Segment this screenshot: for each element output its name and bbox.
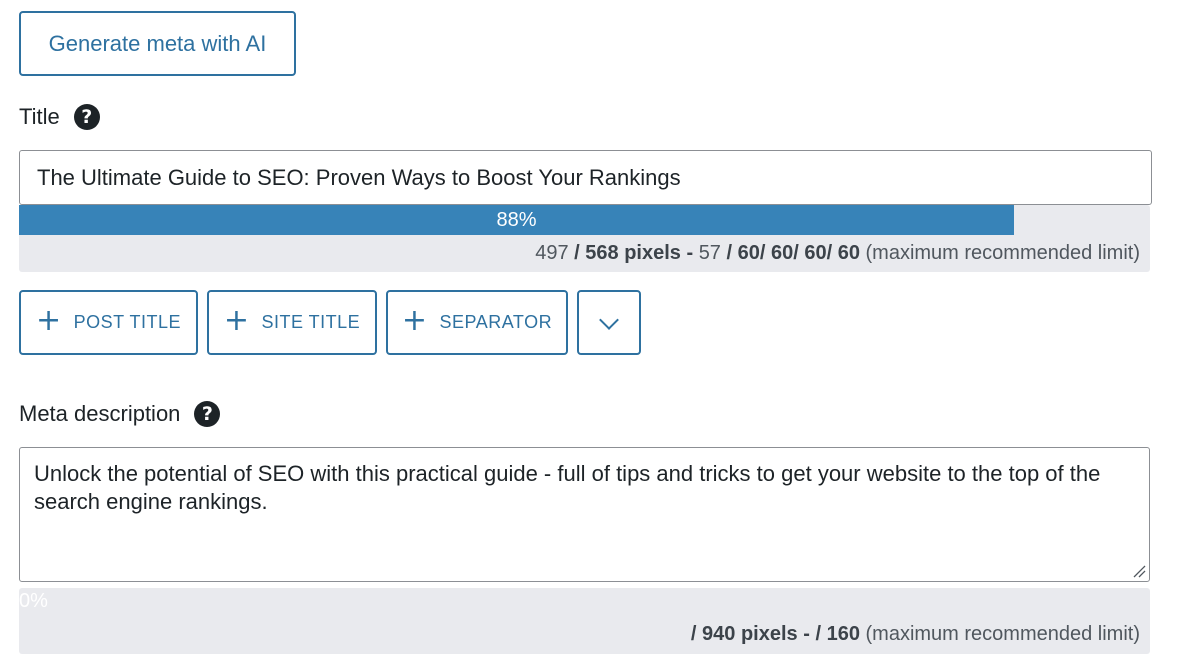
plus-icon: + (35, 303, 62, 338)
add-post-title-button[interactable]: + POST TITLE (19, 290, 198, 355)
more-tags-button[interactable] (577, 290, 641, 355)
add-site-title-button[interactable]: + SITE TITLE (207, 290, 377, 355)
title-input[interactable]: The Ultimate Guide to SEO: Proven Ways t… (19, 150, 1152, 205)
title-pixels-current: 497 (535, 242, 569, 264)
question-circle-icon[interactable]: ? (194, 401, 221, 427)
generate-meta-ai-label: Generate meta with AI (48, 30, 267, 56)
add-site-title-label: SITE TITLE (261, 312, 361, 332)
description-length-meter: 0% / 940 pixels - / 160 (maximum recomme… (19, 588, 1150, 654)
meta-description-value: Unlock the potential of SEO with this pr… (34, 461, 1101, 514)
add-separator-button[interactable]: + SEPARATOR (386, 290, 568, 355)
generate-meta-ai-button[interactable]: Generate meta with AI (19, 11, 296, 76)
resize-handle-icon[interactable] (1132, 564, 1146, 578)
title-chars-current: 57 (698, 242, 721, 264)
description-meter-suffix: (maximum recommended limit) (859, 623, 1140, 645)
title-pixels-max: / 568 pixels (574, 242, 681, 264)
title-input-value: The Ultimate Guide to SEO: Proven Ways t… (37, 164, 681, 190)
plus-icon: + (401, 303, 428, 338)
description-label: Meta description (19, 401, 181, 426)
description-meter-separator: - (797, 623, 816, 645)
meta-description-textarea[interactable]: Unlock the potential of SEO with this pr… (19, 447, 1150, 582)
title-meter-fill: 88% (19, 205, 1014, 235)
title-chars-max: / 60/ 60/ 60/ 60 (726, 242, 860, 264)
add-separator-label: SEPARATOR (439, 312, 553, 332)
title-meter-text: 497 / 568 pixels - 57 / 60/ 60/ 60/ 60 (… (535, 242, 1140, 265)
question-circle-icon[interactable]: ? (73, 104, 100, 130)
description-chars-max: / 160 (815, 623, 860, 645)
description-pixels-max: / 940 pixels (690, 623, 798, 645)
description-label-row: Meta description ? (19, 401, 221, 427)
title-meter-suffix: (maximum recommended limit) (859, 242, 1140, 264)
plus-icon: + (223, 303, 250, 338)
description-meter-text: / 940 pixels - / 160 (maximum recommende… (691, 623, 1140, 646)
title-label: Title (19, 104, 60, 129)
description-meter-percent: 0% (19, 590, 48, 612)
title-meter-percent: 88% (496, 208, 537, 231)
chevron-down-icon (599, 309, 619, 330)
title-meter-separator: - (680, 242, 699, 264)
title-label-row: Title ? (19, 104, 100, 130)
add-post-title-label: POST TITLE (73, 312, 181, 332)
title-length-meter: 88% 497 / 568 pixels - 57 / 60/ 60/ 60/ … (19, 205, 1150, 272)
